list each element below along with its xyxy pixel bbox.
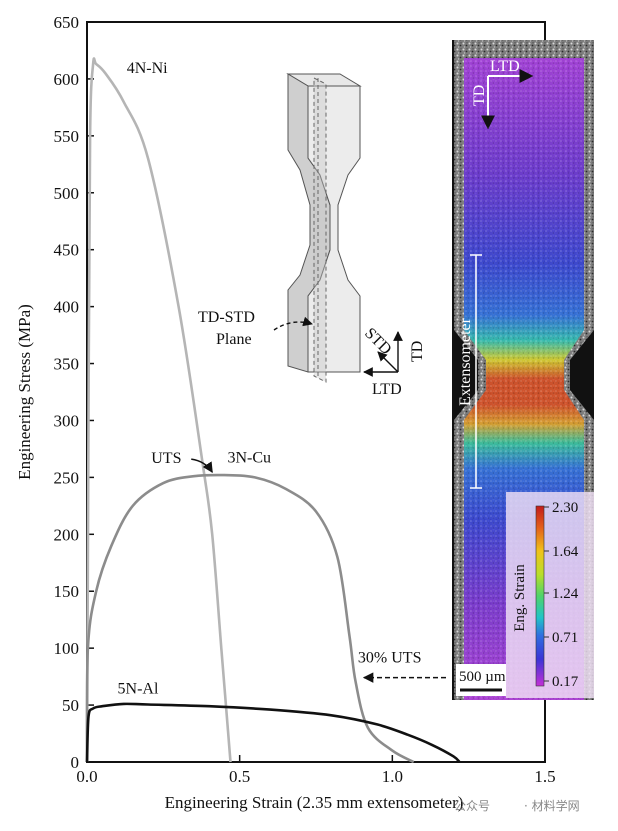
triad-ltd-label: LTD	[372, 381, 402, 398]
extensometer-label: Extensometer	[457, 317, 474, 406]
x-axis-ticks: 0.0 0.5 1.0 1.5	[76, 755, 556, 786]
y-tick-label: 400	[54, 298, 80, 317]
x-tick-label: 1.0	[382, 767, 403, 786]
plane-pointer-arrow	[273, 316, 313, 331]
colorbar-ticks: 2.30 1.64 1.24 0.71 0.17	[544, 500, 579, 690]
y-tick-label: 0	[71, 753, 80, 772]
plane-label-line1: TD-STD	[198, 309, 255, 326]
x-tick-label: 0.0	[76, 767, 97, 786]
specimen-side-face	[307, 85, 361, 373]
y-axis-ticks: 0 50 100 150 200 250 300 350 400 450 500 550 600 650	[54, 13, 94, 772]
y-tick-label: 500	[54, 184, 80, 203]
colorbar-panel	[506, 492, 594, 698]
watermark-right: · 材料学网	[524, 798, 580, 813]
y-tick-label: 200	[54, 525, 80, 544]
dic-strain-map: LTD TD Extensometer Eng. Strain 2.30 1.64…	[452, 40, 594, 700]
y-tick-label: 250	[54, 468, 80, 487]
colorbar-tick-label: 0.17	[552, 674, 579, 690]
y-tick-label: 50	[62, 696, 79, 715]
colorbar	[535, 505, 545, 687]
y-tick-label: 300	[54, 411, 80, 430]
watermark-left: 公众号	[454, 799, 490, 813]
y-tick-label: 350	[54, 355, 80, 374]
colorbar-tick-label: 2.30	[552, 500, 578, 516]
td-std-plane	[313, 77, 327, 383]
x-tick-label: 1.5	[534, 767, 555, 786]
colorbar-title: Eng. Strain	[512, 564, 528, 632]
series-label-4n-ni: 4N-Ni	[127, 60, 168, 77]
series-label-3n-cu: 3N-Cu	[227, 450, 271, 467]
series-label-5n-al: 5N-Al	[118, 681, 159, 698]
x-axis-title: Engineering Strain (2.35 mm extensometer…	[165, 793, 464, 812]
series-line-4n-ni	[85, 57, 232, 763]
series-line-3n-cu	[85, 473, 415, 764]
triad-std-arrow	[377, 351, 399, 373]
y-tick-label: 450	[54, 241, 80, 260]
uts-annotation: UTS	[151, 450, 181, 467]
triad-std-label: STD	[361, 325, 394, 358]
y-tick-label: 100	[54, 639, 80, 658]
y-tick-label: 650	[54, 13, 80, 32]
series-line-5n-al	[85, 702, 461, 763]
plane-label-line2: Plane	[216, 331, 252, 348]
specimen-inset: TD-STD Plane TD STD LTD	[198, 73, 426, 398]
scale-bar-label: 500 µm	[459, 669, 506, 685]
triad-td-label: TD	[409, 341, 426, 362]
colorbar-tick-label: 0.71	[552, 630, 578, 646]
colorbar-tick-label: 1.24	[552, 586, 579, 602]
colorbar-tick-label: 1.64	[552, 544, 579, 560]
dic-td-label: TD	[471, 85, 488, 106]
y-axis-title: Engineering Stress (MPa)	[15, 304, 34, 480]
y-tick-label: 600	[54, 70, 80, 89]
y-tick-label: 550	[54, 127, 80, 146]
y-tick-label: 150	[54, 582, 80, 601]
dic-ltd-label: LTD	[490, 58, 520, 75]
uts-arrow	[191, 458, 213, 473]
x-tick-label: 0.5	[229, 767, 250, 786]
series-layer	[85, 57, 461, 764]
uts30-annotation: 30% UTS	[358, 650, 422, 667]
